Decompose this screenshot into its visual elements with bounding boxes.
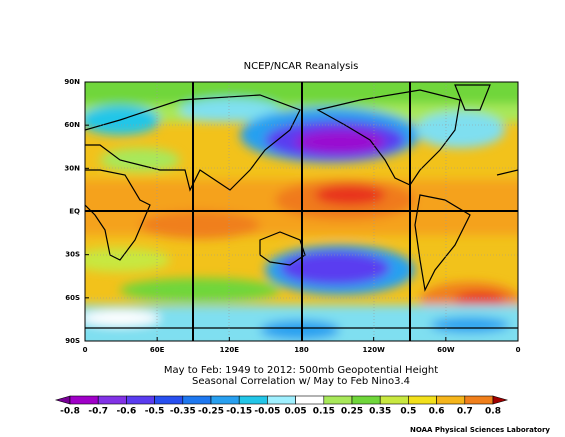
lat-label: EQ bbox=[69, 208, 80, 216]
lat-label: 30S bbox=[65, 251, 80, 259]
colorbar-end bbox=[54, 395, 71, 405]
colorbar-end bbox=[492, 395, 509, 405]
credit: NOAA Physical Sciences Laboratory bbox=[410, 426, 550, 434]
caption-line: Seasonal Correlation w/ May to Feb Nino3… bbox=[192, 376, 410, 387]
colorbar-box bbox=[97, 395, 127, 405]
lat-label: 90S bbox=[65, 337, 80, 345]
colorbar-box bbox=[323, 395, 353, 405]
lon-label: 0 bbox=[516, 346, 521, 354]
colorbar-label: -0.15 bbox=[226, 407, 252, 417]
lon-label: 180 bbox=[294, 346, 309, 354]
lat-label: 60S bbox=[65, 294, 80, 302]
colorbar-box bbox=[408, 395, 437, 405]
colorbar: -0.8 -0.7 -0.6 -0.5 -0.35 -0.25 -0.15 -0.05 0.05… bbox=[54, 395, 509, 417]
colorbar-label: -0.6 bbox=[117, 407, 137, 417]
colorbar-label: -0.35 bbox=[170, 407, 196, 417]
colorbar-label: 0.5 bbox=[400, 407, 416, 417]
colorbar-box bbox=[154, 395, 184, 405]
lon-label: 0 bbox=[83, 346, 88, 354]
correlation-field bbox=[85, 82, 518, 341]
colorbar-box bbox=[379, 395, 409, 405]
colorbar-box bbox=[267, 395, 296, 405]
colorbar-box bbox=[295, 395, 325, 405]
colorbar-label: -0.8 bbox=[60, 407, 80, 417]
colorbar-label: -0.5 bbox=[145, 407, 165, 417]
colorbar-label: 0.8 bbox=[485, 407, 501, 417]
colorbar-label: 0.15 bbox=[313, 407, 335, 417]
colorbar-box bbox=[126, 395, 155, 405]
lon-label: 60E bbox=[150, 346, 165, 354]
colorbar-label: 0.05 bbox=[284, 407, 306, 417]
colorbar-box bbox=[436, 395, 466, 405]
colorbar-label: -0.7 bbox=[88, 407, 108, 417]
colorbar-label: 0.7 bbox=[457, 407, 473, 417]
colorbar-box bbox=[69, 395, 99, 405]
colorbar-label: 0.25 bbox=[341, 407, 363, 417]
colorbar-box bbox=[351, 395, 381, 405]
colorbar-box bbox=[182, 395, 212, 405]
colorbar-label: 0.35 bbox=[369, 407, 391, 417]
colorbar-label: -0.05 bbox=[254, 407, 280, 417]
lon-label: 120E bbox=[220, 346, 240, 354]
colorbar-label: 0.6 bbox=[429, 407, 445, 417]
lat-label: 90N bbox=[64, 78, 80, 86]
colorbar-box bbox=[464, 395, 494, 405]
lat-label: 30N bbox=[64, 164, 80, 172]
lon-label: 60W bbox=[437, 346, 455, 354]
colorbar-box bbox=[238, 395, 268, 405]
colorbar-box bbox=[210, 395, 240, 405]
colorbar-label: -0.25 bbox=[198, 407, 224, 417]
lat-label: 60N bbox=[64, 121, 80, 129]
title: NCEP/NCAR Reanalysis bbox=[244, 61, 359, 72]
lon-label: 120W bbox=[362, 346, 385, 354]
caption-line: May to Feb: 1949 to 2012: 500mb Geopoten… bbox=[164, 365, 438, 376]
